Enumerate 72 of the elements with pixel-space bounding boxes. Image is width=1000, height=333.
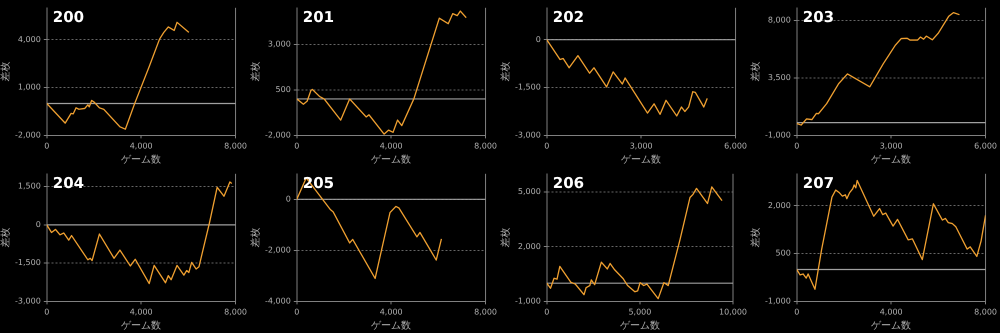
x-axis-title: ゲーム数 bbox=[371, 154, 412, 166]
x-axis-title: ゲーム数 bbox=[871, 154, 912, 166]
x-tick-label: 4,000 bbox=[880, 307, 903, 316]
x-axis-title: ゲーム数 bbox=[620, 320, 660, 332]
y-axis-title: 差枚 bbox=[250, 62, 262, 82]
x-tick-label: 4,000 bbox=[380, 307, 403, 316]
y-tick-label: -3,000 bbox=[14, 296, 41, 306]
y-axis-title: 差枚 bbox=[500, 62, 512, 82]
y-tick-label: -1,500 bbox=[514, 82, 541, 92]
y-tick-label: 0 bbox=[536, 34, 541, 44]
y-axis-title: 差枚 bbox=[500, 228, 512, 248]
y-axis-title: 差枚 bbox=[0, 228, 12, 248]
chart-title: 204 bbox=[52, 174, 84, 192]
chart-title: 200 bbox=[52, 8, 84, 26]
y-tick-label: -2,000 bbox=[264, 130, 291, 140]
x-tick-label: 0 bbox=[794, 141, 800, 150]
y-tick-label: 1,000 bbox=[18, 82, 41, 92]
y-axis-title: 差枚 bbox=[0, 62, 12, 82]
x-tick-label: 3,000 bbox=[630, 141, 653, 150]
y-tick-label: 2,000 bbox=[768, 200, 791, 210]
x-tick-label: 0 bbox=[44, 141, 50, 150]
y-tick-label: 4,000 bbox=[18, 34, 41, 44]
x-axis-title: ゲーム数 bbox=[371, 320, 412, 332]
y-tick-label: -1,500 bbox=[14, 258, 41, 268]
x-tick-label: 8,000 bbox=[224, 307, 247, 316]
y-tick-label: 500 bbox=[276, 84, 291, 94]
y-tick-label: 3,000 bbox=[268, 39, 291, 48]
chart-title: 203 bbox=[802, 8, 834, 26]
chart-title: 206 bbox=[552, 174, 584, 192]
y-tick-label: -2,000 bbox=[264, 245, 291, 254]
x-tick-label: 4,000 bbox=[130, 307, 153, 316]
x-tick-label: 4,000 bbox=[130, 141, 153, 150]
chart-title: 201 bbox=[302, 8, 334, 26]
chart-title: 202 bbox=[552, 8, 584, 26]
y-tick-label: -1,000 bbox=[764, 296, 791, 306]
x-tick-label: 8,000 bbox=[224, 141, 247, 150]
x-tick-label: 10,000 bbox=[719, 307, 748, 316]
y-tick-label: -1,000 bbox=[514, 296, 541, 306]
x-tick-label: 8,000 bbox=[474, 141, 497, 150]
y-tick-label: 5,000 bbox=[518, 187, 541, 196]
x-axis-title: ゲーム数 bbox=[121, 154, 162, 166]
y-tick-label: 0 bbox=[286, 194, 291, 204]
y-tick-label: -2,000 bbox=[14, 130, 41, 140]
chart-title: 207 bbox=[802, 174, 834, 192]
x-tick-label: 0 bbox=[294, 141, 300, 150]
x-tick-label: 0 bbox=[544, 307, 550, 316]
x-tick-label: 5,000 bbox=[628, 307, 652, 316]
x-tick-label: 0 bbox=[794, 307, 800, 316]
x-axis-title: ゲーム数 bbox=[621, 154, 662, 166]
y-tick-label: 500 bbox=[776, 248, 791, 258]
y-tick-label: 8,000 bbox=[768, 16, 791, 25]
y-tick-label: 3,500 bbox=[768, 73, 791, 82]
y-tick-label: 0 bbox=[36, 220, 41, 229]
x-axis-title: ゲーム数 bbox=[121, 320, 162, 332]
x-tick-label: 8,000 bbox=[474, 307, 497, 316]
y-tick-label: 2,000 bbox=[518, 242, 541, 251]
x-tick-label: 4,000 bbox=[380, 141, 403, 150]
x-axis-title: ゲーム数 bbox=[871, 320, 912, 332]
x-tick-label: 0 bbox=[44, 307, 50, 316]
x-tick-label: 6,000 bbox=[724, 141, 747, 150]
y-tick-label: -4,000 bbox=[264, 296, 291, 306]
y-axis-title: 差枚 bbox=[750, 62, 762, 82]
y-axis-title: 差枚 bbox=[750, 228, 762, 248]
y-tick-label: -3,000 bbox=[514, 130, 541, 140]
x-tick-label: 3,000 bbox=[880, 141, 903, 150]
x-tick-label: 0 bbox=[544, 141, 550, 150]
x-tick-label: 0 bbox=[294, 307, 300, 316]
x-tick-label: 6,000 bbox=[974, 141, 997, 150]
y-tick-label: -1,000 bbox=[764, 130, 791, 140]
x-tick-label: 8,000 bbox=[974, 307, 997, 316]
y-tick-label: 1,500 bbox=[18, 182, 41, 191]
y-axis-title: 差枚 bbox=[250, 228, 262, 248]
